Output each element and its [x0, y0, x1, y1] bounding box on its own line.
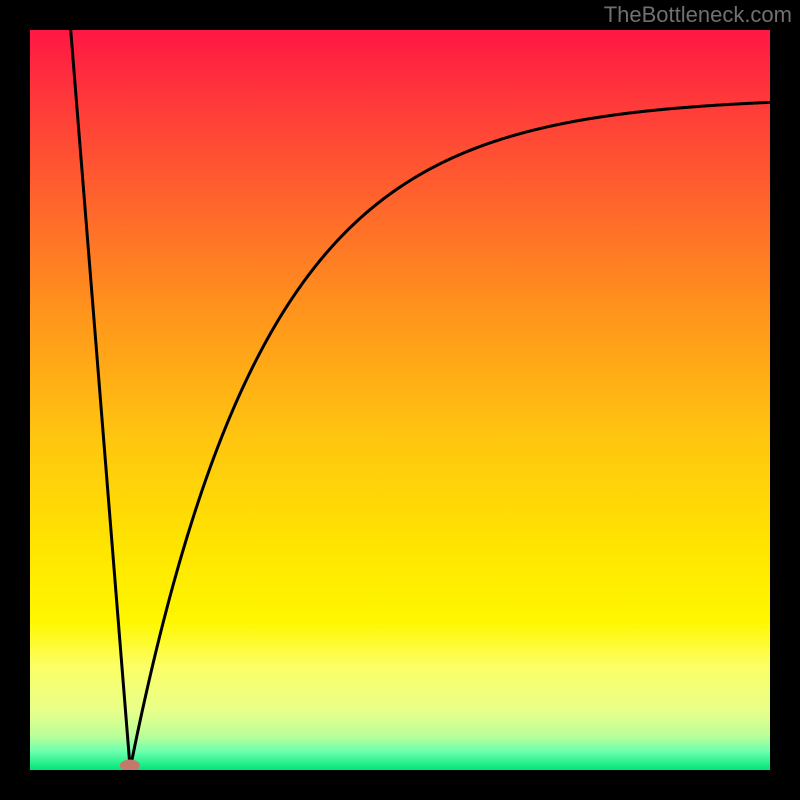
watermark-text: TheBottleneck.com [604, 2, 792, 28]
chart-border [770, 0, 800, 800]
bottleneck-chart [0, 0, 800, 800]
chart-container: TheBottleneck.com [0, 0, 800, 800]
chart-border [0, 0, 30, 800]
optimal-point-marker [120, 760, 140, 772]
chart-background [30, 30, 770, 770]
chart-border [0, 770, 800, 800]
